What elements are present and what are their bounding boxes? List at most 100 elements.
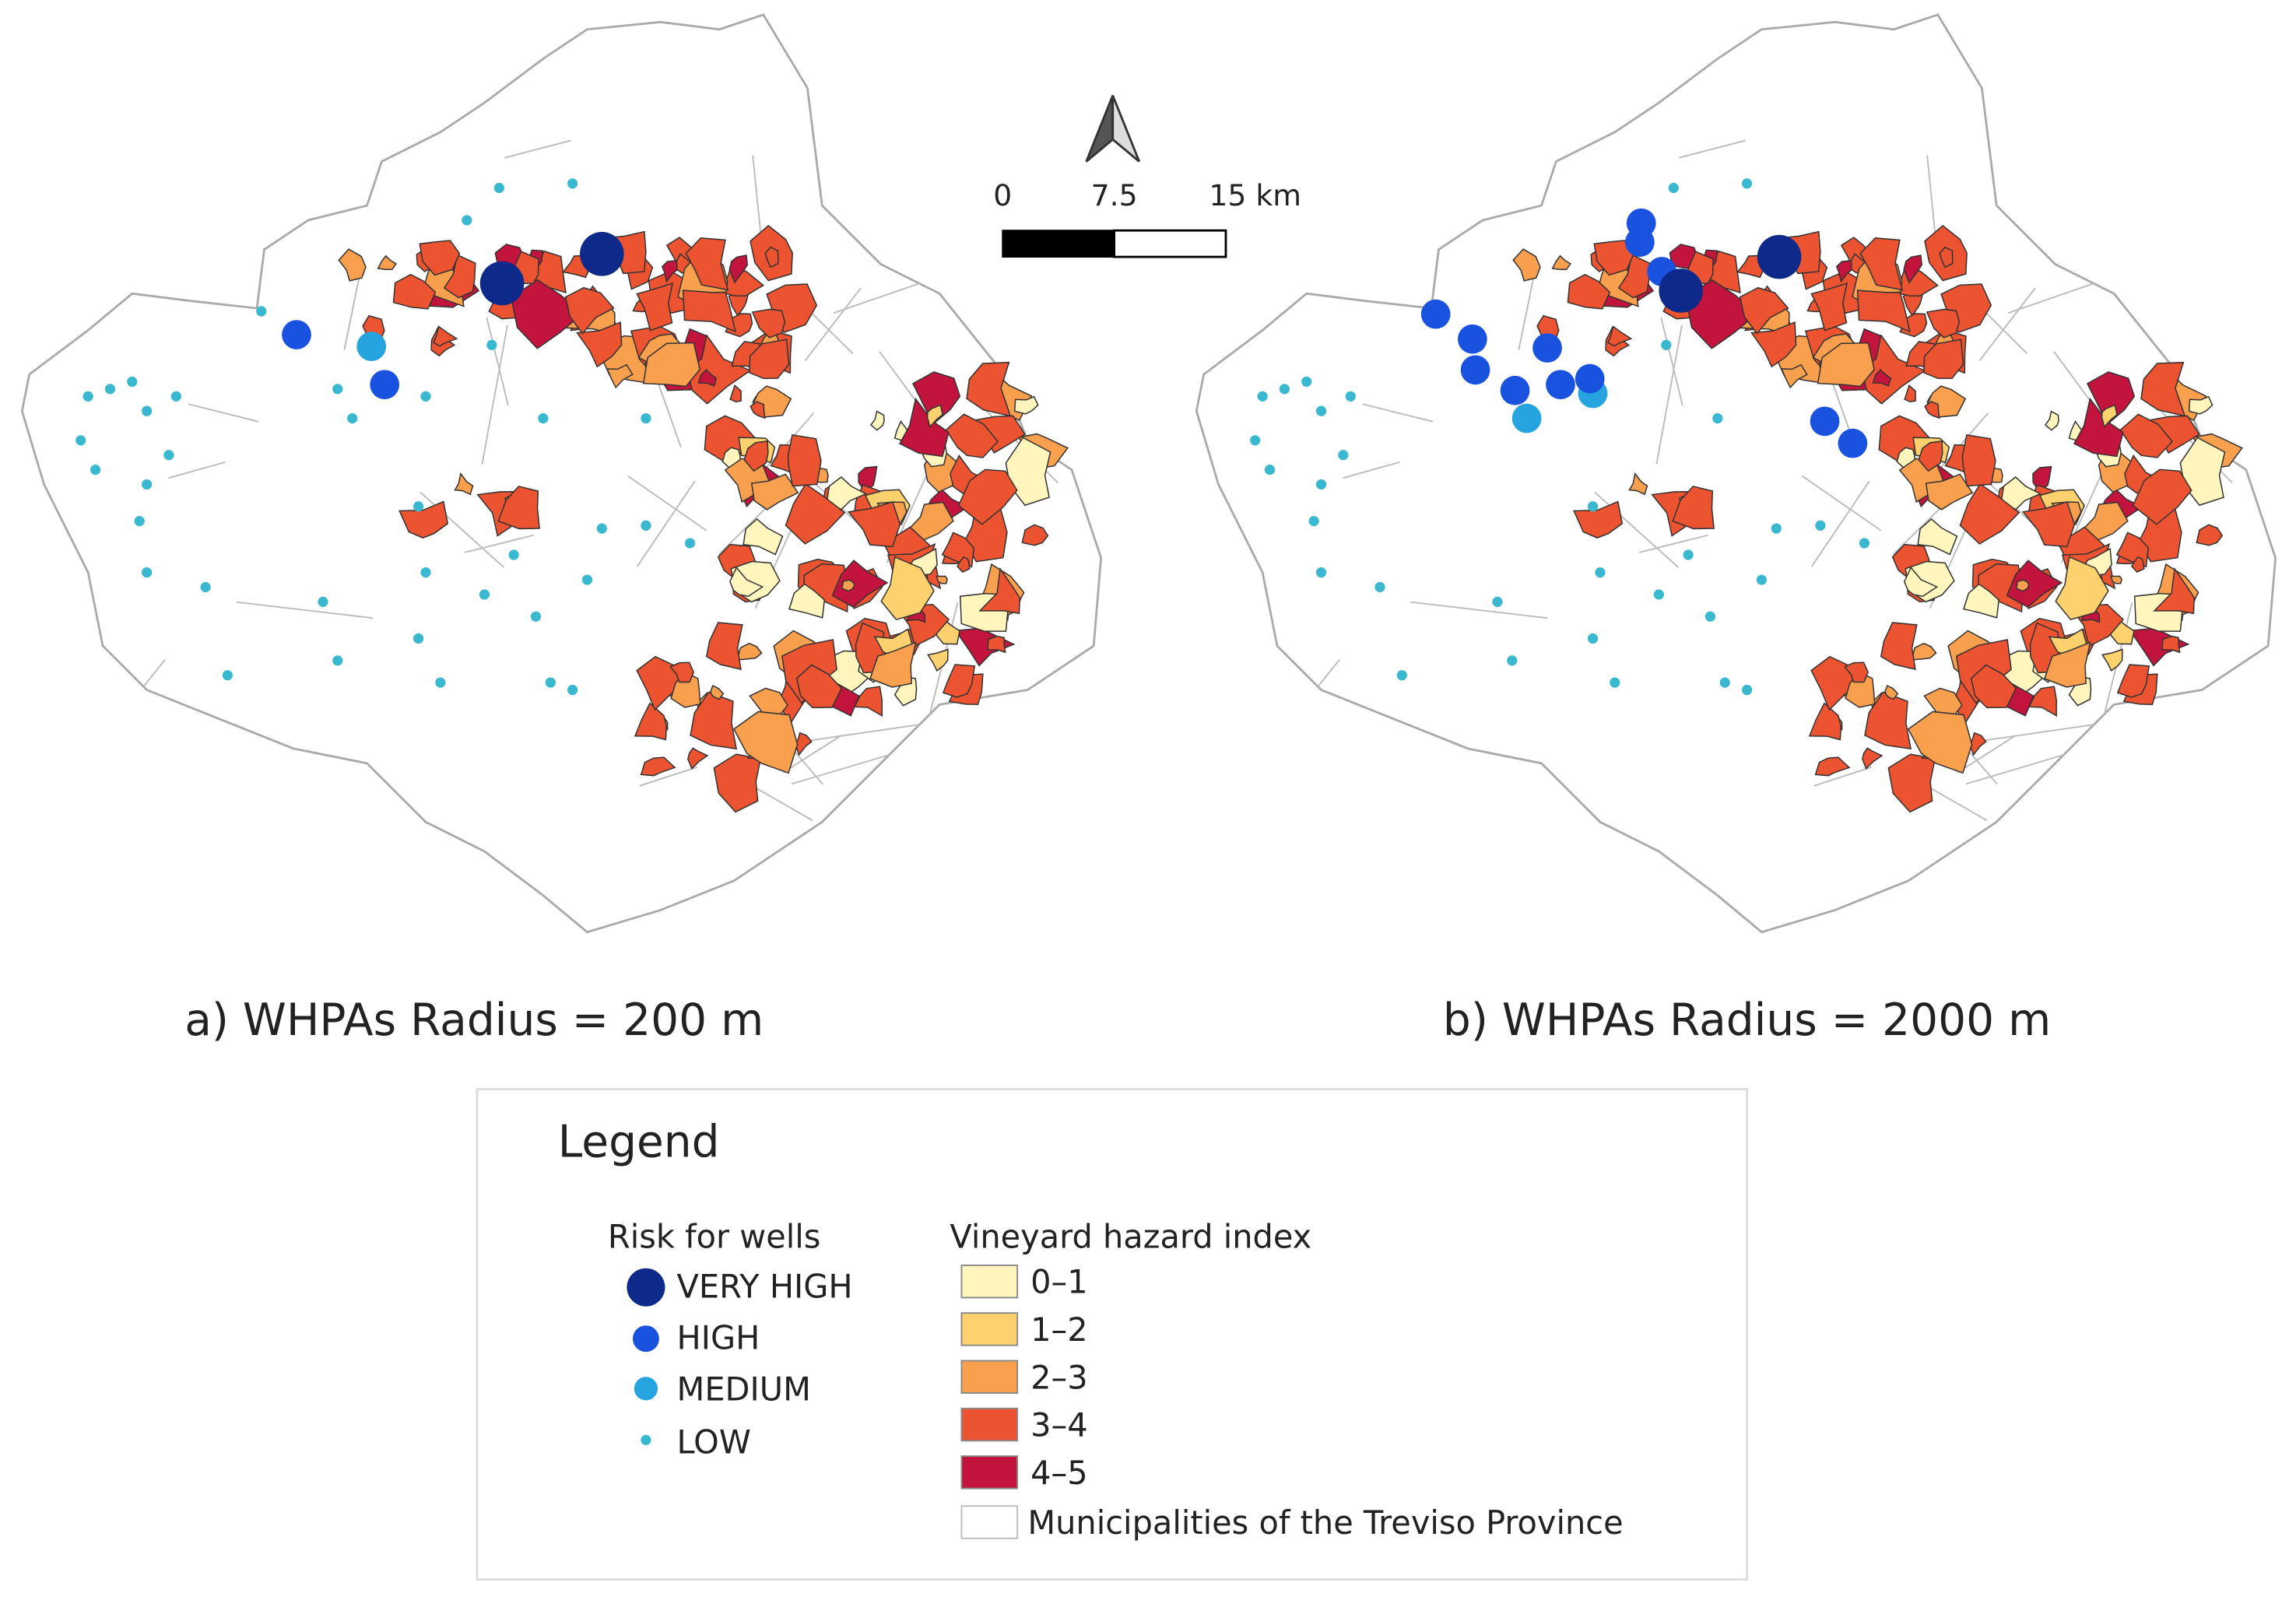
well-low <box>1653 589 1664 600</box>
vineyard <box>1924 401 1940 419</box>
well-low <box>596 523 607 534</box>
vineyard <box>1617 254 1651 299</box>
well-low <box>1661 339 1672 350</box>
map-panel <box>1195 13 2277 934</box>
vineyard <box>454 472 474 496</box>
vineyard <box>743 440 769 472</box>
municipal-boundary <box>1291 765 1359 819</box>
legend-label: HIGH <box>677 1318 760 1356</box>
municipal-boundary <box>117 765 184 819</box>
vineyard <box>1884 685 1899 700</box>
well-high <box>1575 363 1605 394</box>
legend-label: 4–5 <box>1030 1454 1088 1492</box>
vineyard <box>2119 413 2173 458</box>
legend-symbol <box>627 1268 665 1307</box>
well-low <box>641 520 651 531</box>
well-high <box>1500 375 1530 405</box>
vineyard <box>942 664 976 698</box>
well-high <box>1457 324 1487 354</box>
well-low <box>1741 684 1753 696</box>
vineyard <box>1856 289 1911 333</box>
municipal-boundary <box>1957 735 2016 774</box>
well-low <box>83 391 93 402</box>
well-low <box>1338 450 1349 461</box>
well-very-high <box>580 232 624 276</box>
vineyard <box>398 500 449 539</box>
vineyard <box>1862 747 1883 770</box>
vineyard <box>497 486 541 530</box>
vineyard <box>1872 369 1892 387</box>
municipal-boundary <box>1801 475 1882 532</box>
vineyard <box>687 747 709 770</box>
municipal-boundary <box>1404 799 1464 893</box>
well-low <box>1595 567 1606 578</box>
vineyard <box>705 622 743 671</box>
well-low <box>1308 516 1319 527</box>
vineyard <box>661 259 678 283</box>
vineyard <box>2116 664 2150 698</box>
vineyard <box>750 401 766 419</box>
vineyard <box>1013 395 1039 415</box>
vineyard <box>912 371 961 425</box>
municipal-boundary <box>2198 272 2276 324</box>
legend-label: MEDIUM <box>677 1370 811 1408</box>
well-medium <box>1511 403 1542 433</box>
well-low <box>1771 523 1782 534</box>
vineyard <box>966 361 1012 417</box>
vineyard <box>1685 279 1758 349</box>
vineyard <box>1918 440 1943 472</box>
well-high <box>282 320 311 349</box>
vineyard <box>1817 342 1875 388</box>
vineyard <box>685 237 729 291</box>
well-high <box>1810 406 1840 437</box>
vineyard <box>690 691 738 750</box>
vineyard <box>1672 486 1715 530</box>
legend-label: Municipalities of the Treviso Province <box>1027 1504 1623 1542</box>
scale-bar: 0 7.5 15 km <box>993 178 1301 258</box>
well-low <box>567 178 578 189</box>
well-low <box>1668 182 1679 194</box>
vineyard <box>1810 282 1848 332</box>
legend-subtitle: Risk for wells <box>608 1217 821 1255</box>
well-low <box>413 633 424 644</box>
vineyard <box>1970 664 2017 709</box>
well-high <box>1460 355 1490 385</box>
vineyard <box>787 434 822 487</box>
map-panel <box>20 13 1103 934</box>
well-low <box>538 412 549 424</box>
vineyard <box>764 246 779 268</box>
well-low <box>1315 405 1327 416</box>
vineyard <box>732 711 799 774</box>
vineyard <box>1843 661 1869 683</box>
legend-label: 1–2 <box>1030 1311 1088 1349</box>
vineyard <box>2101 648 2123 672</box>
legend-swatch <box>960 1407 1019 1442</box>
well-low <box>1279 384 1290 395</box>
legend-swatch <box>960 1455 1019 1489</box>
legend-label: VERY HIGH <box>677 1267 853 1305</box>
vineyard <box>2055 556 2109 621</box>
well-low <box>1815 520 1826 531</box>
vineyard <box>338 248 367 282</box>
well-low <box>1396 670 1407 681</box>
well-high <box>1625 227 1655 258</box>
vineyard <box>957 556 971 573</box>
legend-symbol <box>632 1325 659 1353</box>
municipal-boundary <box>1810 480 1870 567</box>
vineyard <box>2000 476 2042 511</box>
vineyard <box>1593 240 1635 276</box>
municipal-boundary <box>1343 461 1400 479</box>
vineyard <box>751 308 786 339</box>
municipal-boundary <box>760 412 815 475</box>
well-low <box>567 684 578 696</box>
vineyard <box>640 756 676 777</box>
vineyard <box>2021 500 2076 548</box>
well-low <box>1587 633 1599 644</box>
scale-label: 0 <box>993 178 1012 212</box>
municipal-boundary <box>1594 491 1680 568</box>
municipal-boundary <box>1655 325 1683 465</box>
well-low <box>486 339 497 350</box>
vineyard <box>795 664 843 709</box>
vineyard <box>788 583 826 619</box>
vineyard <box>1567 273 1611 310</box>
